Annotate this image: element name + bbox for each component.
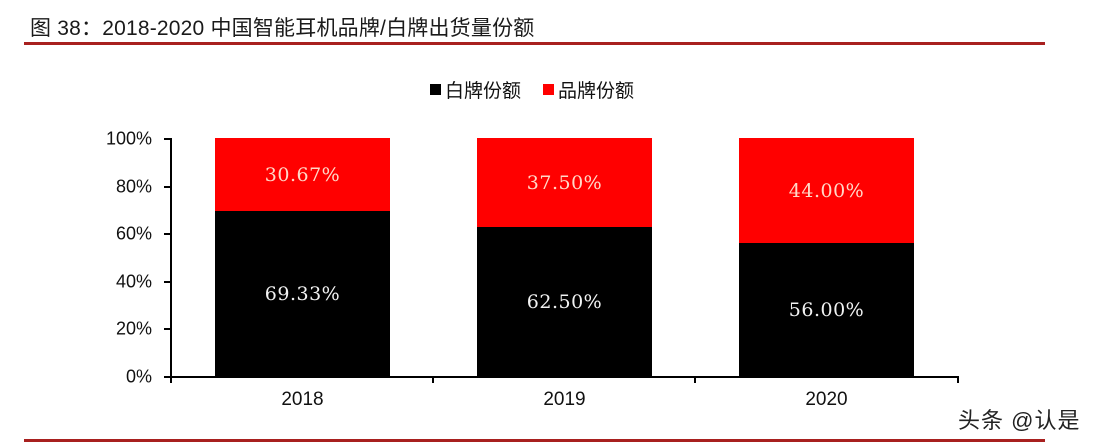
bar-segment-white-label: 56.00% (739, 243, 914, 376)
title-divider (24, 42, 1045, 45)
x-tick (170, 376, 172, 383)
y-tick-label: 100% (105, 128, 152, 149)
bottom-divider (24, 439, 1045, 442)
bar-value-label: 69.33% (264, 282, 341, 305)
bar-segment-brand: 37.50% (477, 138, 652, 227)
bar-segment-white-label: 62.50% (477, 227, 652, 376)
bar-value-label: 30.67% (264, 163, 341, 186)
x-tick (432, 376, 434, 383)
y-tick (164, 376, 171, 378)
y-tick (164, 280, 171, 283)
y-tick-label: 0% (125, 366, 152, 387)
watermark: 头条 @认是 (958, 408, 1081, 433)
legend-swatch-black-icon (430, 84, 441, 95)
bar-segment-brand: 30.67% (215, 138, 390, 211)
bar-2019: 37.50% 62.50% (477, 138, 652, 376)
chart-title: 图 38：2018-2020 中国智能耳机品牌/白牌出货量份额 (30, 17, 535, 40)
x-tick-label: 2020 (805, 389, 848, 410)
x-tick (957, 376, 959, 383)
legend-item-white-label: 白牌份额 (430, 76, 521, 103)
y-tick-label: 60% (115, 223, 152, 244)
bar-2020: 44.00% 56.00% (739, 138, 914, 376)
bar-2018: 30.67% 69.33% (215, 138, 390, 376)
bar-segment-brand: 44.00% (739, 138, 914, 243)
y-tick (164, 233, 171, 236)
y-axis-line (170, 138, 172, 378)
x-tick-label: 2019 (543, 389, 586, 410)
y-tick-label: 80% (115, 176, 152, 197)
x-axis-line (170, 376, 959, 378)
legend-swatch-red-icon (543, 84, 555, 95)
y-tick-label: 20% (115, 318, 152, 339)
y-tick (164, 185, 171, 188)
y-tick (164, 328, 171, 331)
bar-value-label: 44.00% (788, 179, 865, 202)
legend-item-brand: 品牌份额 (543, 76, 634, 103)
bar-value-label: 56.00% (788, 298, 865, 321)
legend-label: 品牌份额 (558, 81, 635, 102)
legend: 白牌份额 品牌份额 (430, 76, 634, 103)
bar-value-label: 37.50% (526, 171, 603, 194)
bar-value-label: 62.50% (526, 290, 603, 313)
bar-segment-white-label: 69.33% (215, 211, 390, 376)
legend-label: 白牌份额 (445, 81, 522, 102)
x-tick (694, 376, 696, 383)
y-tick (164, 138, 171, 140)
x-tick-label: 2018 (281, 389, 324, 410)
y-tick-label: 40% (115, 271, 152, 292)
